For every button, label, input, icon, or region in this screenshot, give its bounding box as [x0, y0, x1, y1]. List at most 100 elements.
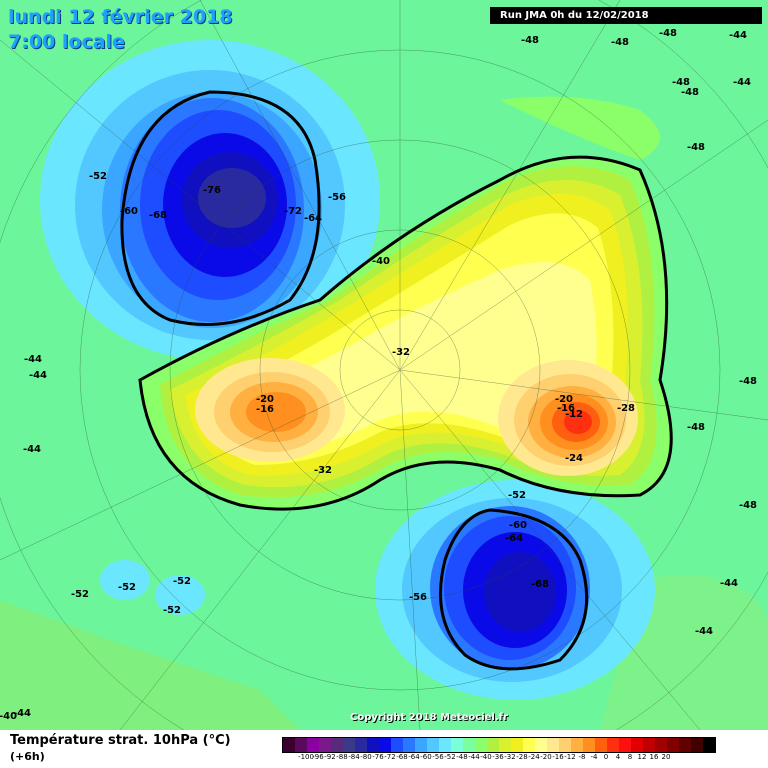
contour-label: -64: [505, 533, 523, 544]
contour-label: -44: [733, 77, 751, 88]
contour-label: -52: [89, 171, 107, 182]
scale-swatch: [631, 738, 643, 752]
contour-label: -48: [672, 77, 690, 88]
scale-label: -76: [372, 753, 384, 761]
contour-label: -52: [173, 576, 191, 587]
map-date: lundi 12 février 2018: [8, 6, 233, 28]
cold-vortex-west: [40, 40, 380, 360]
scale-swatch: [535, 738, 547, 752]
small-features: [100, 96, 660, 615]
scale-swatch: [703, 738, 715, 752]
scale-label: -24: [528, 753, 540, 761]
contour-label: -48: [739, 500, 757, 511]
scale-label: -8: [578, 753, 586, 761]
scale-label: -80: [360, 753, 372, 761]
copyright: Copyright 2018 Meteociel.fr: [350, 712, 508, 723]
contour-label: -52: [118, 582, 136, 593]
scale-swatch: [415, 738, 427, 752]
contour-label: -72: [284, 206, 302, 217]
contour-label: -60: [509, 520, 527, 531]
contour-label: -24: [565, 453, 583, 464]
temperature-map: -48 -48-48 -44-48-48-44-48-52-60 -68-76-72-…: [0, 0, 768, 730]
scale-swatch: [595, 738, 607, 752]
scale-swatch: [487, 738, 499, 752]
contour-label: -40: [0, 711, 17, 722]
map-time: 7:00 locale: [8, 31, 125, 53]
scale-label: 20: [661, 753, 671, 761]
cold-vortex-south: [375, 480, 655, 700]
contour-label: -60: [120, 206, 138, 217]
scale-swatch: [667, 738, 679, 752]
contour-label: -40: [372, 256, 390, 267]
contour-label: -68: [531, 579, 549, 590]
scale-swatch: [547, 738, 559, 752]
scale-swatch: [583, 738, 595, 752]
scale-label: 0: [603, 753, 609, 761]
legend-subtitle: (+6h): [10, 750, 45, 763]
scale-swatch: [391, 738, 403, 752]
contour-label: -44: [729, 30, 747, 41]
contour-label: -52: [508, 490, 526, 501]
scale-swatch: [307, 738, 319, 752]
scale-swatch: [463, 738, 475, 752]
scale-label: -100: [298, 753, 314, 761]
contour-label: -48: [687, 142, 705, 153]
scale-swatch: [295, 738, 307, 752]
scale-label: -4: [590, 753, 598, 761]
contour-label: -20: [256, 394, 274, 405]
scale-label: 8: [627, 753, 633, 761]
warm-core-west: [195, 358, 345, 462]
contour-label: -48: [687, 422, 705, 433]
contour-label: -32: [314, 465, 332, 476]
contour-label: -44: [23, 444, 41, 455]
scale-label: -68: [396, 753, 408, 761]
contour-label: -32: [392, 347, 410, 358]
scale-swatch: [559, 738, 571, 752]
scale-label: -20: [540, 753, 552, 761]
contour-label: -68: [149, 210, 167, 221]
contour-label: -64: [304, 213, 322, 224]
scale-label: -56: [432, 753, 444, 761]
contour-label: -76: [203, 185, 221, 196]
scale-swatch: [355, 738, 367, 752]
scale-swatch: [571, 738, 583, 752]
scale-label: -92: [324, 753, 336, 761]
scale-swatch: [451, 738, 463, 752]
contour-label: -48: [659, 28, 677, 39]
scale-label: -44: [468, 753, 480, 761]
contour-label: -48: [681, 87, 699, 98]
scale-label: 4: [615, 753, 621, 761]
contour-label: -12: [565, 409, 583, 420]
scale-label: -12: [564, 753, 576, 761]
contour-label: -52: [71, 589, 89, 600]
run-info: Run JMA 0h du 12/02/2018: [490, 7, 762, 24]
scale-swatch: [319, 738, 331, 752]
graticule: [0, 0, 768, 730]
contour-label: -44: [695, 626, 713, 637]
scale-swatch: [691, 738, 703, 752]
scale-label: -48: [456, 753, 468, 761]
scale-label: -40: [480, 753, 492, 761]
scale-label: -60: [420, 753, 432, 761]
scale-swatch: [367, 738, 379, 752]
scale-swatch: [499, 738, 511, 752]
scale-swatch: [511, 738, 523, 752]
scale-label: -72: [384, 753, 396, 761]
contour-label: -56: [328, 192, 346, 203]
scale-label: -64: [408, 753, 420, 761]
scale-swatch: [619, 738, 631, 752]
scale-swatch: [283, 738, 295, 752]
contour-label: -48: [521, 35, 539, 46]
scale-label: -52: [444, 753, 456, 761]
legend-title: Température strat. 10hPa (°C): [10, 733, 231, 748]
scale-swatch: [403, 738, 415, 752]
field-lower-left: [0, 600, 300, 730]
contour-label: -44: [29, 370, 47, 381]
scale-swatch: [607, 738, 619, 752]
scale-swatch: [439, 738, 451, 752]
scale-swatch: [427, 738, 439, 752]
scale-swatch: [343, 738, 355, 752]
contour-label: -16: [256, 404, 274, 415]
scale-swatch: [379, 738, 391, 752]
contour-label: -44: [720, 578, 738, 589]
